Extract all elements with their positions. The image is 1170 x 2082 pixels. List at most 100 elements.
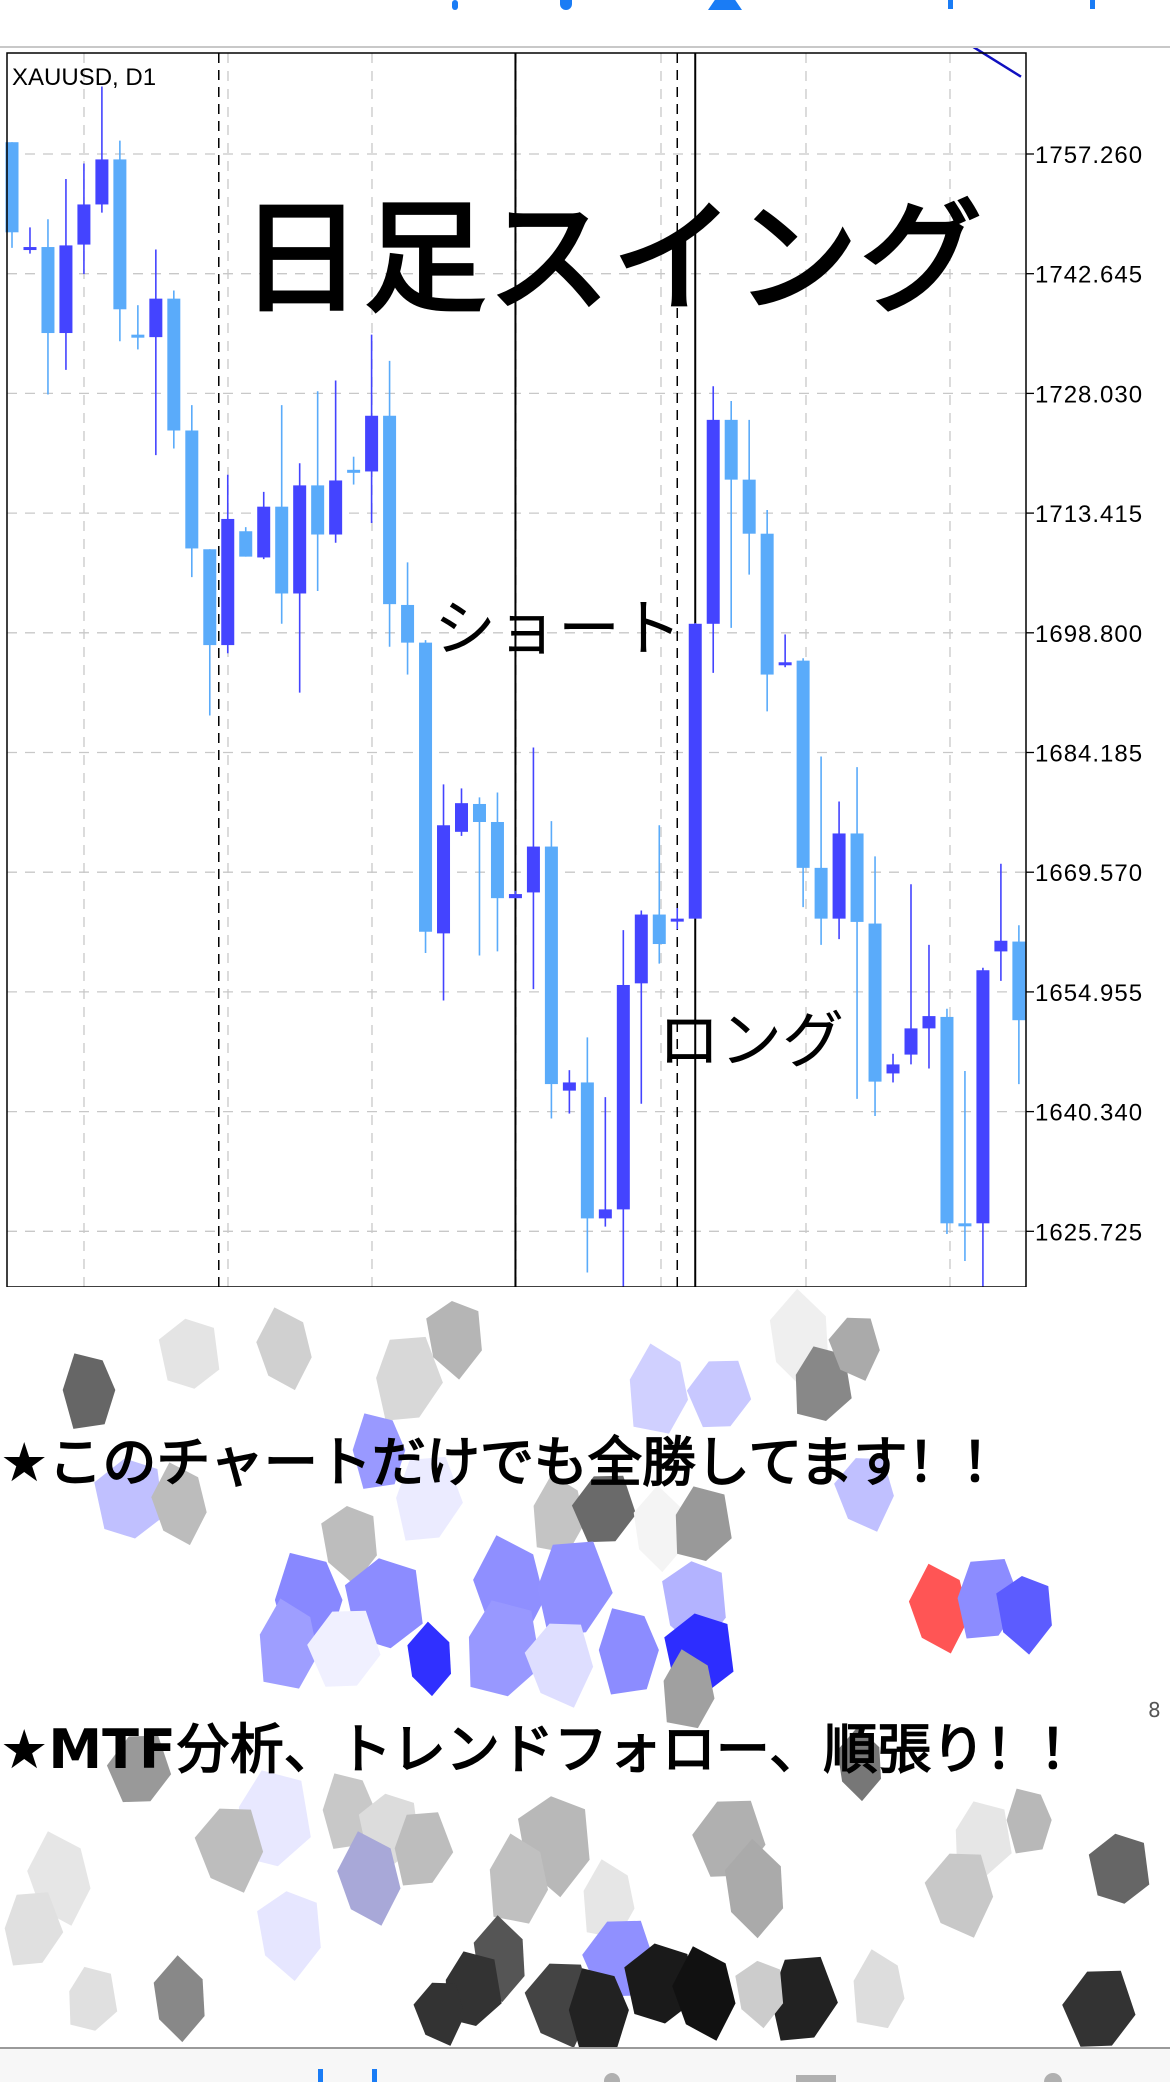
candle-body [598,1209,612,1219]
candle-body [401,604,415,643]
mosaic-tile [62,1353,116,1429]
candle-body [850,833,864,922]
candle [185,405,199,578]
y-tick-label: 1669.570 [1035,860,1143,887]
toolbar-icon[interactable] [1090,0,1095,9]
candle [95,86,109,213]
candle-body [23,247,37,251]
mosaic-tile [735,1960,784,2029]
candle [922,944,936,1069]
plot-frame [6,52,1027,1287]
candle-body [796,660,810,868]
y-tick-label: 1684.185 [1035,741,1143,768]
candle [688,622,702,919]
mosaic-tile [413,1982,465,2046]
mosaic-tile [533,1474,585,1554]
candle [832,801,846,940]
mosaic-tile [771,1956,838,2041]
tab-icon[interactable] [318,2069,323,2082]
candle [940,1008,954,1234]
price-chart[interactable]: 1757.260 1742.645 1728.030 1713.415 1698.800… [0,48,1170,1287]
candle-body [275,506,289,594]
mosaic-tile [672,1946,736,2041]
mosaic-tile [908,1563,969,1654]
candle-body [149,298,163,338]
toolbar-icon[interactable] [948,0,953,9]
candle-body [365,415,379,472]
mosaic-tile [396,1456,463,1541]
mosaic-tile [407,1621,451,1697]
y-tick-label: 1757.260 [1035,142,1143,169]
y-tick-label: 1713.415 [1035,501,1143,528]
candle [203,549,217,716]
candle-body [185,430,199,549]
candle [526,747,540,990]
candle [490,792,504,952]
mosaic-tile [153,1955,205,2043]
mosaic-tile [724,1838,784,1939]
candle-body [868,923,882,1082]
mosaic-tile [834,1458,894,1532]
annotation-short: ショート [434,592,683,665]
toolbar-icon[interactable] [452,0,458,10]
mosaic-tile [924,1853,994,1938]
candle-body [652,914,666,945]
candle [868,856,882,1117]
toolbar-icon[interactable] [560,0,572,10]
candle-body [814,867,828,919]
candle [329,380,343,543]
y-tick-label: 1654.955 [1035,980,1143,1007]
pixelated-mosaic [4,1288,1150,2047]
mosaic-tile [468,1600,541,1697]
candle [652,825,666,964]
candle [59,179,73,370]
candle [167,290,181,449]
candle [437,784,451,1001]
candle-body [455,803,468,832]
candle [670,907,684,930]
candle [383,360,397,647]
mosaic-tile [307,1610,381,1687]
mosaic-tile [1088,1833,1150,1904]
candle-body [490,821,504,899]
candle [760,509,774,712]
candle [562,1070,576,1114]
mosaic-tile [1006,1788,1052,1854]
candle [778,634,792,668]
mosaic-tile [795,1346,852,1421]
toolbar-icon[interactable] [708,0,742,10]
candle-body [994,940,1008,952]
candle [814,756,828,945]
mosaic-tile [828,1317,880,1381]
mosaic-tile [337,1831,401,1926]
candle [149,249,163,456]
candle [508,890,522,899]
candle [221,474,235,654]
mosaic-tile [194,1808,264,1893]
candle-body [5,142,19,233]
candle-body [329,480,343,535]
mosaic-tile [257,1891,321,1981]
mosaic-tile [151,1462,207,1546]
tab-icon[interactable] [372,2069,377,2082]
mosaic-tile [853,1949,905,2029]
candle [850,767,864,1099]
candle-body [724,419,738,480]
candle-body [1012,941,1026,1021]
candle [742,419,756,575]
candle-body [203,549,217,646]
candle [275,405,289,624]
candle [1012,925,1026,1085]
candle-body [131,334,145,338]
mosaic-tile [1062,1970,1136,2047]
moving-average-line [972,48,1022,78]
tab-icon[interactable] [604,2073,620,2082]
caption-line-1: ★このチャートだけでも全勝してます！！ [0,1431,1016,1494]
candle-body [616,984,630,1210]
candle [455,788,468,836]
chart-title-overlay: 日足スイング [240,188,984,330]
tab-icon[interactable] [1044,2073,1062,2082]
candle-body [778,662,792,666]
tab-icon[interactable] [796,2075,836,2082]
mosaic-tile [259,1598,318,1689]
